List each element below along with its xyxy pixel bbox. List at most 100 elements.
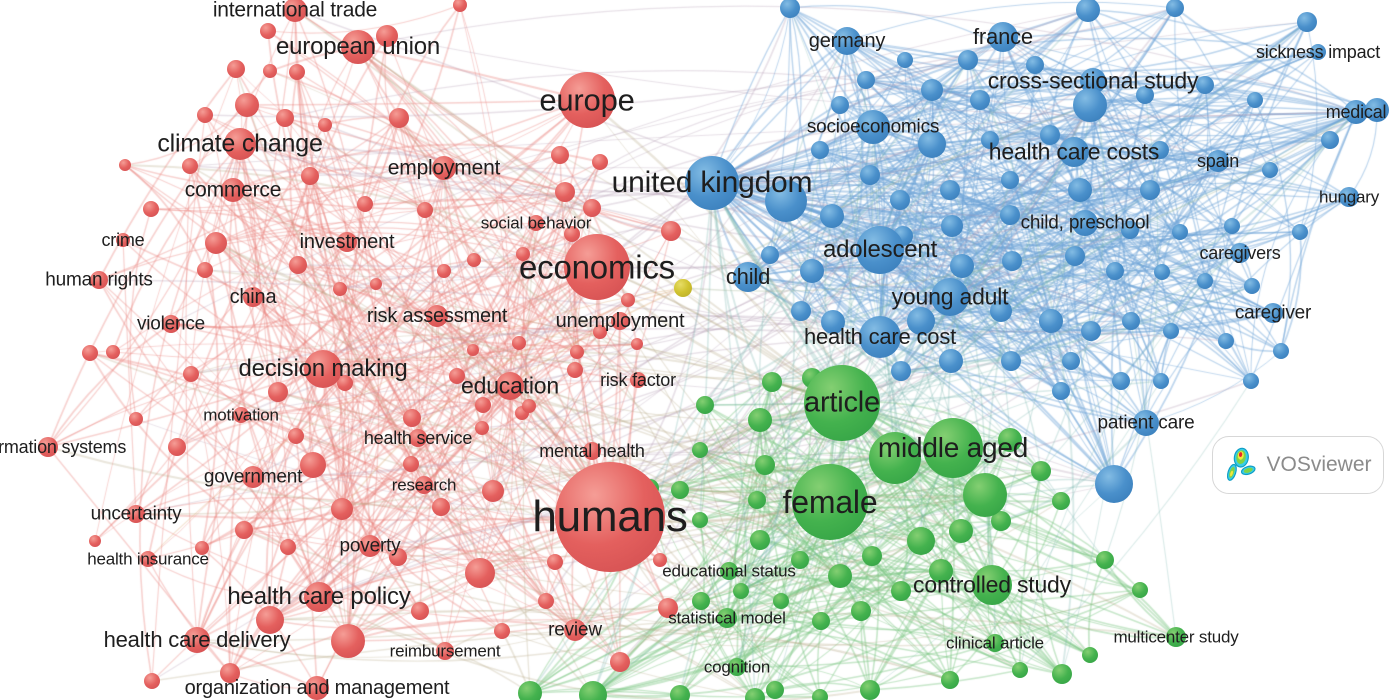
node-label-unemployment[interactable]: unemployment [555, 310, 685, 332]
graph-node-unlabeled[interactable] [567, 362, 583, 378]
graph-node-unlabeled[interactable] [268, 382, 288, 402]
graph-node-unlabeled[interactable] [970, 90, 990, 110]
graph-node-unlabeled[interactable] [748, 408, 772, 432]
graph-node-health-care-policy[interactable] [304, 582, 334, 612]
graph-node-unlabeled[interactable] [144, 673, 160, 689]
node-label-humans[interactable]: humans [532, 492, 688, 541]
node-label-health-care-policy[interactable]: health care policy [227, 583, 411, 610]
node-label-caregiver[interactable]: caregiver [1234, 302, 1312, 324]
graph-node-motivation[interactable] [233, 407, 249, 423]
graph-node-unlabeled[interactable] [692, 512, 708, 528]
graph-node-unlabeled[interactable] [674, 279, 692, 297]
graph-node-clinical-article[interactable] [986, 634, 1004, 652]
graph-node-decision-making[interactable] [304, 350, 342, 388]
graph-node-unlabeled[interactable] [621, 293, 635, 307]
graph-node-unlabeled[interactable] [1292, 224, 1308, 240]
graph-node-unlabeled[interactable] [692, 592, 710, 610]
graph-node-unlabeled[interactable] [963, 473, 1007, 517]
node-label-adolescent[interactable]: adolescent [822, 236, 938, 263]
graph-node-unlabeled[interactable] [780, 0, 800, 18]
graph-node-unlabeled[interactable] [195, 541, 209, 555]
graph-node-unlabeled[interactable] [1073, 88, 1107, 122]
graph-node-unlabeled[interactable] [197, 107, 213, 123]
graph-node-germany[interactable] [833, 27, 861, 55]
graph-node-unlabeled[interactable] [1076, 0, 1100, 22]
graph-node-crime[interactable] [116, 233, 130, 247]
graph-node-health-insurance[interactable] [140, 551, 156, 567]
graph-node-unlabeled[interactable] [453, 0, 467, 12]
graph-node-unlabeled[interactable] [417, 202, 433, 218]
graph-node-unlabeled[interactable] [389, 548, 407, 566]
graph-node-unlabeled[interactable] [981, 131, 999, 149]
graph-node-unemployment[interactable] [611, 312, 629, 330]
graph-node-health-care-cost[interactable] [859, 316, 901, 358]
graph-node-risk-assessment[interactable] [426, 305, 448, 327]
graph-node-controlled-study[interactable] [972, 565, 1012, 605]
node-label-health-care-delivery[interactable]: health care delivery [103, 627, 291, 652]
graph-node-unlabeled[interactable] [748, 491, 766, 509]
node-label-review[interactable]: review [548, 619, 602, 641]
graph-node-unlabeled[interactable] [1197, 273, 1213, 289]
graph-node-unlabeled[interactable] [1243, 373, 1259, 389]
node-label-climate-change[interactable]: climate change [157, 129, 323, 158]
node-label-employment[interactable]: employment [387, 156, 501, 180]
graph-node-unlabeled[interactable] [475, 397, 491, 413]
graph-node-unlabeled[interactable] [998, 428, 1022, 452]
graph-node-unlabeled[interactable] [300, 452, 326, 478]
graph-node-unlabeled[interactable] [280, 539, 296, 555]
graph-node-unlabeled[interactable] [811, 141, 829, 159]
graph-node-unlabeled[interactable] [791, 551, 809, 569]
graph-node-unlabeled[interactable] [653, 553, 667, 567]
node-label-european-union[interactable]: european union [275, 33, 441, 60]
graph-node-unlabeled[interactable] [106, 345, 120, 359]
graph-node-unlabeled[interactable] [990, 300, 1012, 322]
graph-node-uncertainty[interactable] [127, 505, 145, 523]
graph-node-unlabeled[interactable] [1297, 12, 1317, 32]
node-label-patient-care[interactable]: patient care [1097, 412, 1195, 434]
graph-node-unlabeled[interactable] [289, 64, 305, 80]
node-label-multicenter-study[interactable]: multicenter study [1113, 627, 1239, 647]
graph-node-unlabeled[interactable] [593, 325, 607, 339]
node-label-government[interactable]: government [203, 466, 303, 488]
graph-node-unlabeled[interactable] [891, 581, 911, 601]
graph-node-unlabeled[interactable] [518, 681, 542, 700]
graph-node-information-systems[interactable] [38, 437, 58, 457]
graph-node-unlabeled[interactable] [897, 52, 913, 68]
graph-node-france[interactable] [988, 22, 1018, 52]
graph-node-health-care-delivery[interactable] [184, 627, 210, 653]
graph-node-unlabeled[interactable] [1106, 262, 1124, 280]
graph-node-unlabeled[interactable] [820, 204, 844, 228]
graph-node-young-adult[interactable] [931, 278, 969, 316]
graph-node-patient-care[interactable] [1133, 410, 1159, 436]
graph-node-unlabeled[interactable] [1052, 382, 1070, 400]
node-label-child[interactable]: child [725, 264, 771, 289]
graph-node-unlabeled[interactable] [1062, 352, 1080, 370]
graph-node-child[interactable] [733, 262, 763, 292]
node-label-commerce[interactable]: commerce [184, 178, 282, 202]
graph-node-unlabeled[interactable] [958, 50, 978, 70]
graph-node-humans[interactable] [555, 462, 665, 572]
graph-node-unlabeled[interactable] [1001, 351, 1021, 371]
graph-node-organization-and-management[interactable] [305, 676, 329, 700]
graph-node-unlabeled[interactable] [592, 154, 608, 170]
graph-node-research[interactable] [415, 476, 433, 494]
graph-node-unlabeled[interactable] [696, 396, 714, 414]
graph-node-unlabeled[interactable] [235, 93, 259, 117]
node-label-europe[interactable]: europe [539, 82, 635, 118]
graph-node-unlabeled[interactable] [289, 256, 307, 274]
graph-node-unlabeled[interactable] [337, 375, 353, 391]
graph-node-unlabeled[interactable] [812, 689, 828, 700]
graph-node-caregivers[interactable] [1230, 243, 1250, 263]
graph-node-unlabeled[interactable] [1224, 218, 1240, 234]
node-label-violence[interactable]: violence [136, 313, 206, 335]
graph-node-unlabeled[interactable] [692, 442, 708, 458]
graph-node-unlabeled[interactable] [860, 680, 880, 700]
node-label-reimbursement[interactable]: reimbursement [389, 641, 501, 661]
graph-node-unlabeled[interactable] [1196, 76, 1214, 94]
graph-node-unlabeled[interactable] [168, 438, 186, 456]
graph-node-statistical-model[interactable] [717, 608, 737, 628]
graph-node-unlabeled[interactable] [235, 521, 253, 539]
graph-node-unlabeled[interactable] [227, 60, 245, 78]
graph-node-international-trade[interactable] [283, 0, 307, 22]
graph-node-unlabeled[interactable] [467, 253, 481, 267]
